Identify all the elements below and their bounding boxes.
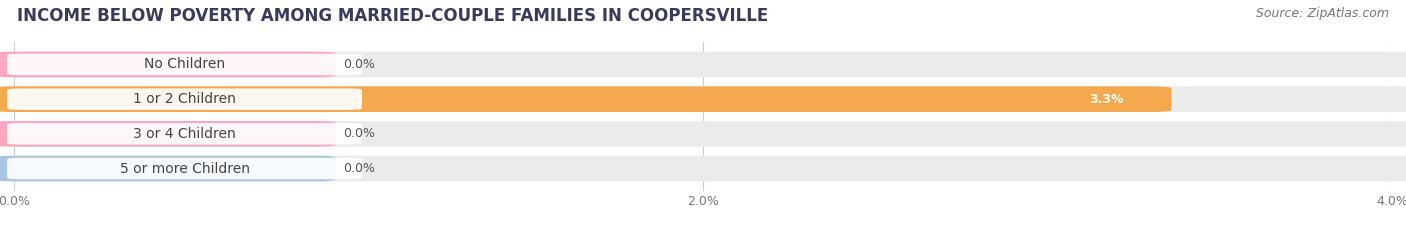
Text: 0.0%: 0.0% [343,127,374,140]
Text: Source: ZipAtlas.com: Source: ZipAtlas.com [1256,7,1389,20]
Text: INCOME BELOW POVERTY AMONG MARRIED-COUPLE FAMILIES IN COOPERSVILLE: INCOME BELOW POVERTY AMONG MARRIED-COUPL… [17,7,768,25]
FancyBboxPatch shape [0,52,1406,77]
FancyBboxPatch shape [0,121,336,147]
FancyBboxPatch shape [0,52,336,77]
FancyBboxPatch shape [7,123,361,145]
FancyBboxPatch shape [7,54,361,75]
FancyBboxPatch shape [7,158,361,179]
FancyBboxPatch shape [7,88,361,110]
FancyBboxPatch shape [0,121,1406,147]
Text: 3 or 4 Children: 3 or 4 Children [134,127,236,141]
FancyBboxPatch shape [0,86,1171,112]
FancyBboxPatch shape [0,86,1406,112]
FancyBboxPatch shape [0,156,336,181]
FancyBboxPatch shape [0,156,1406,181]
Text: No Children: No Children [143,58,225,72]
Text: 1 or 2 Children: 1 or 2 Children [134,92,236,106]
Text: 0.0%: 0.0% [343,162,374,175]
Text: 5 or more Children: 5 or more Children [120,161,250,175]
Text: 0.0%: 0.0% [343,58,374,71]
Text: 3.3%: 3.3% [1088,93,1123,106]
